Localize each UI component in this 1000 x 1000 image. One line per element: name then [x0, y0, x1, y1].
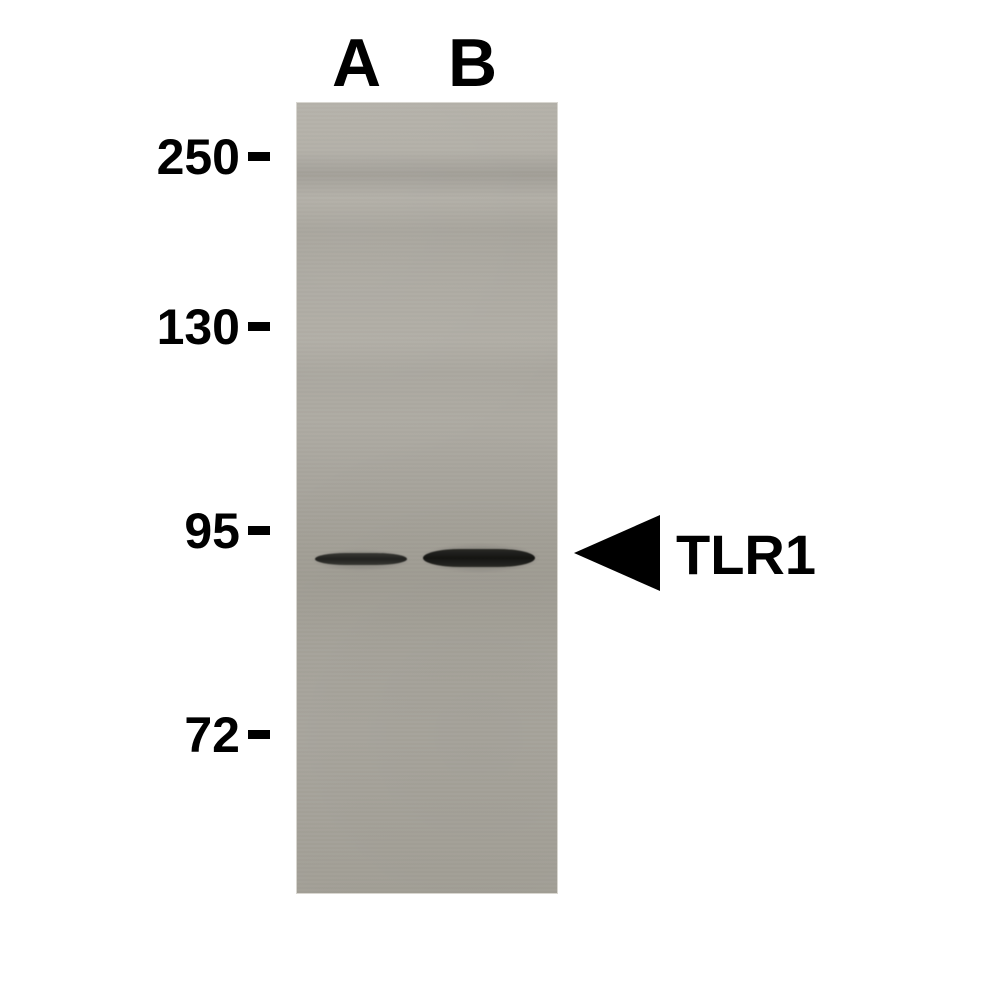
marker-tick-130	[248, 322, 270, 331]
marker-tick-250	[248, 152, 270, 161]
marker-95: 95	[146, 502, 240, 560]
marker-tick-72	[248, 730, 270, 739]
marker-tick-95	[248, 526, 270, 535]
figure-canvas: A B 250 130 95 72 TLR1	[0, 0, 1000, 1000]
band-lane-b	[423, 549, 535, 567]
target-label: TLR1	[676, 522, 816, 587]
blot-texture	[297, 103, 557, 893]
marker-250: 250	[120, 128, 240, 186]
marker-72: 72	[146, 706, 240, 764]
lane-label-b: B	[448, 24, 497, 102]
band-lane-a	[315, 553, 407, 565]
lane-label-a: A	[332, 24, 381, 102]
target-arrow-icon	[574, 515, 660, 591]
marker-130: 130	[120, 298, 240, 356]
blot-strip	[296, 102, 558, 894]
